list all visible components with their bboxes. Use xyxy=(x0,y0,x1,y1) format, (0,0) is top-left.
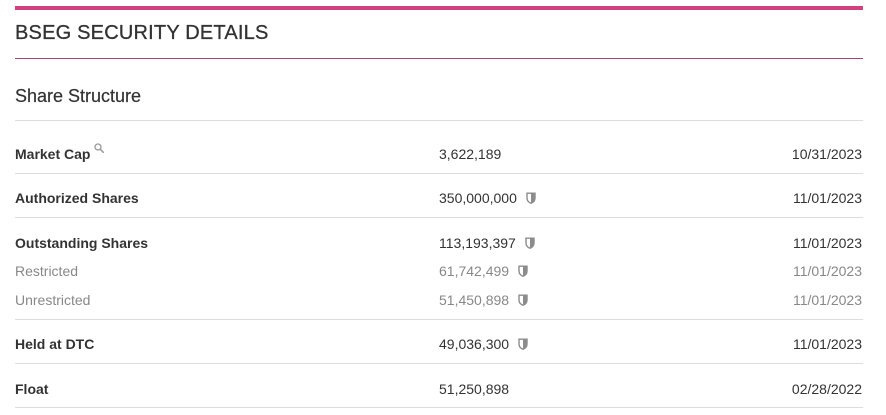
authorized-shares-label: Authorized Shares xyxy=(15,190,139,206)
shield-icon[interactable] xyxy=(518,338,528,350)
held-at-dtc-label: Held at DTC xyxy=(15,336,95,352)
shield-icon[interactable] xyxy=(525,237,535,249)
market-cap-label: Market Cap xyxy=(15,143,105,163)
restricted-value: 61,742,499 xyxy=(439,262,528,280)
section-divider xyxy=(15,120,863,121)
authorized-shares-value: 350,000,000 xyxy=(439,189,536,207)
held-at-dtc-value: 49,036,300 xyxy=(439,335,528,353)
magnifier-icon[interactable] xyxy=(94,143,105,153)
row-divider xyxy=(15,363,863,364)
held-at-dtc-date: 11/01/2023 xyxy=(792,336,862,352)
title-divider xyxy=(15,58,863,59)
row-divider xyxy=(15,319,863,320)
float-date: 02/28/2022 xyxy=(791,381,862,397)
row-divider xyxy=(15,173,863,174)
restricted-label: Restricted xyxy=(15,263,79,279)
page-title: BSEG SECURITY DETAILS xyxy=(15,22,269,44)
unrestricted-value: 51,450,898 xyxy=(439,291,528,309)
accent-bar xyxy=(15,6,863,10)
unrestricted-label: Unrestricted xyxy=(15,292,91,308)
market-cap-value: 3,622,189 xyxy=(439,146,502,162)
section-title: Share Structure xyxy=(15,86,142,106)
float-value: 51,250,898 xyxy=(439,381,510,397)
row-divider xyxy=(15,407,863,408)
unrestricted-date: 11/01/2023 xyxy=(792,292,862,308)
outstanding-shares-label: Outstanding Shares xyxy=(15,235,149,251)
row-divider xyxy=(15,217,863,218)
float-label: Float xyxy=(15,381,49,397)
restricted-date: 11/01/2023 xyxy=(792,263,862,279)
outstanding-shares-value: 113,193,397 xyxy=(439,234,535,252)
shield-icon[interactable] xyxy=(518,265,528,277)
outstanding-shares-date: 11/01/2023 xyxy=(792,235,862,251)
market-cap-date: 10/31/2023 xyxy=(791,146,862,162)
shield-icon[interactable] xyxy=(518,294,528,306)
shield-icon[interactable] xyxy=(526,192,536,204)
authorized-shares-date: 11/01/2023 xyxy=(792,190,862,206)
